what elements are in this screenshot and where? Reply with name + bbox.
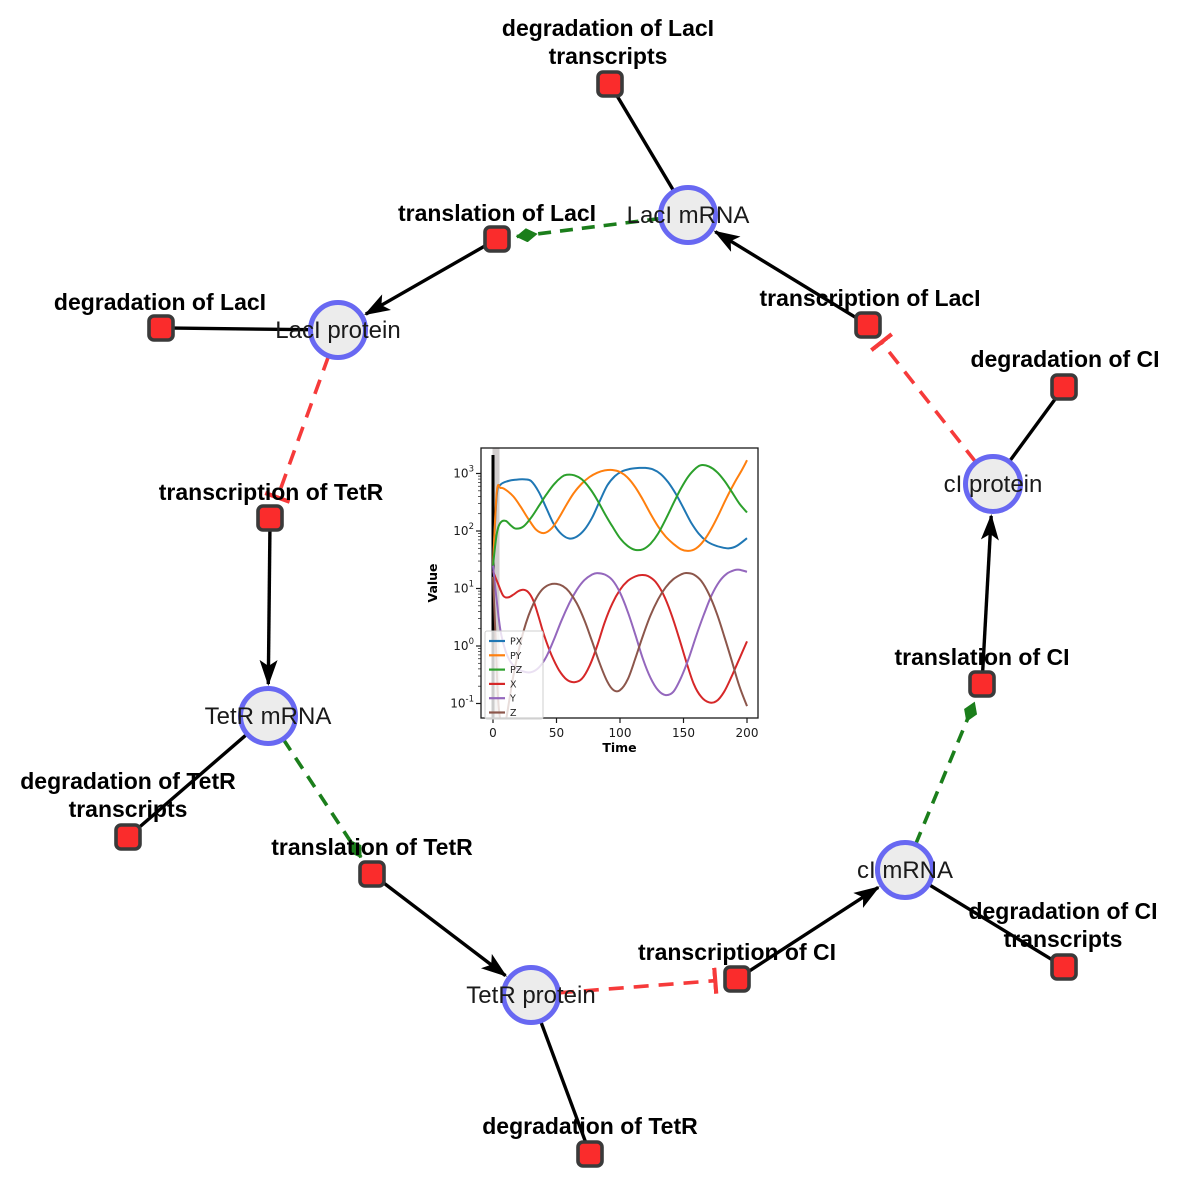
legend-label-X: X: [510, 679, 517, 690]
y-axis-label: Value: [425, 563, 440, 602]
edge-consumption-laci-protein-deg-laci: [173, 326, 311, 332]
edge-inhibition-ci-protein-txn-laci: [870, 332, 978, 464]
legend-label-Y: Y: [509, 694, 516, 705]
reaction-label-deg-laci: degradation of LacI: [54, 289, 266, 315]
reaction-label-transl-ci: translation of CI: [894, 644, 1069, 670]
reaction-label-deg-ci-tx-line1: degradation of CI: [968, 898, 1157, 924]
reaction-node-deg-laci[interactable]: [147, 314, 175, 342]
initial-transient-band: [492, 448, 500, 718]
edge-modifier-tetr-mrna-transl-tetr: [281, 738, 363, 859]
y-tick-label: 101: [453, 580, 474, 596]
reaction-label-deg-ci-tx-line2: transcripts: [1004, 926, 1123, 952]
reaction-label-deg-tetr-tx-line2: transcripts: [69, 796, 188, 822]
x-tick-label: 50: [549, 726, 564, 740]
edge-consumption-ci-protein-deg-ci: [1008, 396, 1058, 463]
y-tick-label: 100: [453, 637, 474, 653]
x-tick-label: 150: [672, 726, 695, 740]
reaction-node-deg-tetr-tx[interactable]: [114, 823, 142, 851]
edge-modifier-laci-mrna-transl-laci: [515, 216, 661, 243]
species-node-tetr-mrna[interactable]: [238, 686, 298, 746]
reaction-node-txn-tetr[interactable]: [256, 504, 284, 532]
reaction-label-deg-ci: degradation of CI: [970, 346, 1159, 372]
species-label-tetr-mrna: TetR mRNA: [205, 703, 332, 730]
labels-layer: LacI mRNA LacI protein TetR mRNA TetR prote…: [20, 15, 1159, 1139]
reaction-label-deg-laci-tx-line1: degradation of LacI: [502, 15, 714, 41]
edge-consumption-tetr-mrna-deg-tetr-tx: [136, 733, 248, 830]
edge-production-txn-ci-ci-mrna: [746, 885, 880, 974]
reaction-label-transl-laci: translation of LacI: [398, 200, 596, 226]
y-tick-base: 10: [453, 524, 468, 538]
legend-label-PX: PX: [510, 637, 523, 648]
reaction-node-transl-tetr[interactable]: [358, 860, 386, 888]
legend-label-PY: PY: [510, 651, 522, 662]
reaction-node-transl-laci[interactable]: [483, 225, 511, 253]
timeseries-chart: 0 50 100 150 20010-1100101102103TimeValuePXP…: [425, 447, 759, 755]
reaction-node-deg-tetr[interactable]: [576, 1140, 604, 1168]
series-PX: [492, 466, 748, 566]
reaction-node-txn-laci[interactable]: [854, 311, 882, 339]
series-X: [492, 570, 748, 704]
y-tick-exponent: 3: [469, 465, 474, 475]
species-node-ci-protein[interactable]: [963, 454, 1023, 514]
edge-production-txn-laci-laci-mrna: [713, 230, 858, 320]
y-tick-base: 10: [453, 467, 468, 481]
reaction-label-deg-laci-tx-line2: transcripts: [549, 43, 668, 69]
species-label-tetr-protein: TetR protein: [466, 982, 595, 1009]
reaction-node-deg-ci-tx[interactable]: [1050, 953, 1078, 981]
series-PZ: [492, 464, 748, 566]
x-axis-label: Time: [602, 740, 636, 755]
species-node-laci-protein[interactable]: [308, 300, 368, 360]
legend-box: [484, 630, 544, 720]
x-tick-label: 200: [736, 726, 759, 740]
edge-production-transl-ci-ci-protein: [980, 514, 999, 672]
edge-production-transl-tetr-tetr-protein: [381, 880, 508, 977]
x-tick-label: 100: [609, 726, 632, 740]
edge-production-transl-laci-laci-protein: [364, 244, 487, 316]
species-label-laci-mrna: LacI mRNA: [627, 202, 750, 229]
y-tick-exponent: 2: [469, 522, 474, 532]
y-tick-exponent: 0: [469, 637, 474, 647]
edge-inhibition-laci-protein-txn-tetr: [264, 355, 331, 504]
series-PY: [492, 459, 748, 566]
reaction-label-deg-tetr: degradation of TetR: [482, 1113, 698, 1139]
species-label-ci-protein: cI protein: [944, 471, 1043, 498]
reaction-node-transl-ci[interactable]: [968, 670, 996, 698]
reaction-label-txn-ci: transcription of CI: [638, 939, 836, 965]
y-tick-base: 10: [453, 639, 468, 653]
species-label-ci-mrna: cI mRNA: [857, 857, 953, 884]
x-tick-label: 0: [489, 726, 497, 740]
edge-consumption-ci-mrna-deg-ci-tx: [928, 883, 1054, 962]
species-node-laci-mrna[interactable]: [658, 185, 718, 245]
edges-layer: [136, 94, 1058, 1143]
nodes-layer: [114, 70, 1078, 1168]
legend-label-Z: Z: [510, 708, 517, 719]
y-tick-base: 10: [450, 697, 465, 711]
edge-consumption-tetr-protein-deg-tetr: [539, 1020, 588, 1143]
species-label-laci-protein: LacI protein: [275, 317, 400, 344]
y-tick-label: 103: [453, 465, 474, 481]
reaction-label-deg-tetr-tx-line1: degradation of TetR: [20, 768, 236, 794]
edge-inhibition-tetr-protein-txn-ci: [558, 967, 719, 995]
reaction-node-deg-ci[interactable]: [1050, 373, 1078, 401]
edge-modifier-ci-mrna-transl-ci: [914, 701, 978, 845]
reaction-label-transl-tetr: translation of TetR: [271, 834, 473, 860]
y-tick-label: 10-1: [450, 695, 474, 711]
reaction-label-txn-tetr: transcription of TetR: [159, 479, 384, 505]
reaction-node-deg-laci-tx[interactable]: [596, 70, 624, 98]
reaction-label-txn-laci: transcription of LacI: [759, 285, 980, 311]
y-tick-label: 102: [453, 522, 474, 538]
y-tick-exponent: 1: [469, 580, 474, 590]
y-tick-base: 10: [453, 582, 468, 596]
legend-label-PZ: PZ: [510, 665, 523, 676]
species-node-tetr-protein[interactable]: [501, 965, 561, 1025]
edge-consumption-laci-mrna-deg-laci-tx: [615, 94, 676, 192]
edge-production-txn-tetr-tetr-mrna: [259, 530, 278, 686]
species-node-ci-mrna[interactable]: [875, 840, 935, 900]
reaction-node-txn-ci[interactable]: [723, 965, 751, 993]
y-tick-exponent: -1: [466, 695, 474, 705]
